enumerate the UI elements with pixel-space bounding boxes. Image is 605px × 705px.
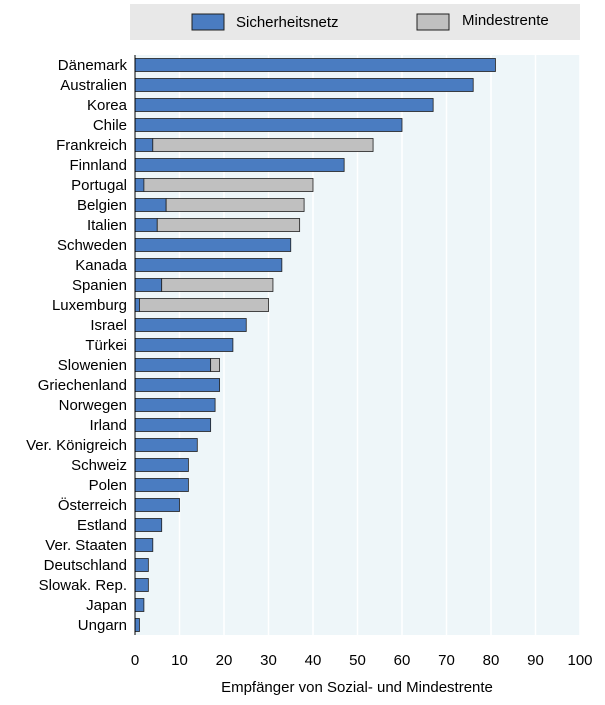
legend-swatch-sicherheitsnetz [191, 13, 225, 31]
x-tick-label: 90 [527, 652, 544, 669]
bar-sicherheitsnetz [134, 78, 474, 92]
legend-label-sicherheitsnetz: Sicherheitsnetz [236, 14, 339, 31]
bar-sicherheitsnetz [134, 118, 403, 132]
bar-sicherheitsnetz [134, 578, 149, 592]
bar-sicherheitsnetz [134, 398, 216, 412]
category-label: Kanada [75, 257, 127, 274]
bar-sicherheitsnetz [134, 538, 154, 552]
x-tick-label: 0 [131, 652, 139, 669]
bar-sicherheitsnetz [134, 98, 434, 112]
category-label: Estland [77, 517, 127, 534]
category-label: Luxemburg [52, 297, 127, 314]
category-label: Israel [90, 317, 127, 334]
x-tick-label: 50 [349, 652, 366, 669]
bar-sicherheitsnetz [134, 498, 180, 512]
category-label: Belgien [77, 197, 127, 214]
x-tick-label: 10 [171, 652, 188, 669]
category-label: Japan [86, 597, 127, 614]
bar-sicherheitsnetz [134, 198, 167, 212]
bar-sicherheitsnetz [134, 238, 292, 252]
bars [134, 58, 496, 632]
category-label: Frankreich [56, 137, 127, 154]
category-label: Griechenland [38, 377, 127, 394]
category-label: Slowak. Rep. [39, 577, 127, 594]
bar-sicherheitsnetz [134, 558, 149, 572]
x-tick-label: 100 [567, 652, 592, 669]
category-label: Schweden [57, 237, 127, 254]
category-label: Korea [87, 97, 128, 114]
bar-sicherheitsnetz [134, 58, 496, 72]
bar-mindestrente [139, 298, 269, 312]
bar-sicherheitsnetz [134, 378, 220, 392]
bar-mindestrente [143, 178, 314, 192]
category-label: Ver. Staaten [45, 537, 127, 554]
bar-sicherheitsnetz [134, 438, 198, 452]
bar-sicherheitsnetz [134, 518, 163, 532]
bar-sicherheitsnetz [134, 418, 212, 432]
x-tick-label: 20 [216, 652, 233, 669]
category-label: Spanien [72, 277, 127, 294]
bar-mindestrente [210, 358, 220, 372]
bar-mindestrente [156, 218, 301, 232]
category-label: Schweiz [71, 457, 127, 474]
legend-swatch-mindestrente [416, 13, 450, 31]
bar-sicherheitsnetz [134, 298, 140, 312]
category-label: Irland [89, 417, 127, 434]
category-label: Slowenien [58, 357, 127, 374]
bar-sicherheitsnetz [134, 598, 145, 612]
category-label: Italien [87, 217, 127, 234]
category-label: Ver. Königreich [26, 437, 127, 454]
bar-sicherheitsnetz [134, 618, 140, 632]
x-tick-label: 40 [305, 652, 322, 669]
category-label: Ungarn [78, 617, 127, 634]
category-label: Norwegen [59, 397, 127, 414]
x-tick-label: 30 [260, 652, 277, 669]
bar-sicherheitsnetz [134, 158, 345, 172]
bar-mindestrente [165, 198, 305, 212]
bar-sicherheitsnetz [134, 218, 158, 232]
x-tick-label: 80 [483, 652, 500, 669]
bar-sicherheitsnetz [134, 278, 163, 292]
category-label: Türkei [85, 337, 127, 354]
x-tick-labels: 0 10 20 30 40 50 60 70 80 90 100 [131, 652, 593, 669]
category-label: Portugal [71, 177, 127, 194]
bar-mindestrente [161, 278, 274, 292]
x-tick-label: 60 [394, 652, 411, 669]
category-label: Finnland [69, 157, 127, 174]
category-label: Deutschland [44, 557, 127, 574]
bar-sicherheitsnetz [134, 338, 234, 352]
bar-mindestrente [152, 138, 374, 152]
category-label: Polen [89, 477, 127, 494]
bar-sicherheitsnetz [134, 138, 154, 152]
bar-sicherheitsnetz [134, 318, 247, 332]
bar-sicherheitsnetz [134, 478, 189, 492]
x-axis-title: Empfänger von Sozial- und Mindestrente [221, 679, 493, 696]
bar-sicherheitsnetz [134, 178, 145, 192]
x-tick-label: 70 [438, 652, 455, 669]
bar-sicherheitsnetz [134, 358, 212, 372]
category-label: Australien [60, 77, 127, 94]
category-label: Österreich [58, 496, 127, 514]
legend-label-mindestrente: Mindestrente [462, 12, 549, 29]
category-label: Dänemark [58, 57, 128, 74]
bar-sicherheitsnetz [134, 258, 283, 272]
category-label: Chile [93, 117, 127, 134]
bar-sicherheitsnetz [134, 458, 189, 472]
category-labels: Dänemark Australien Korea Chile Frankreich Fi… [26, 57, 128, 634]
